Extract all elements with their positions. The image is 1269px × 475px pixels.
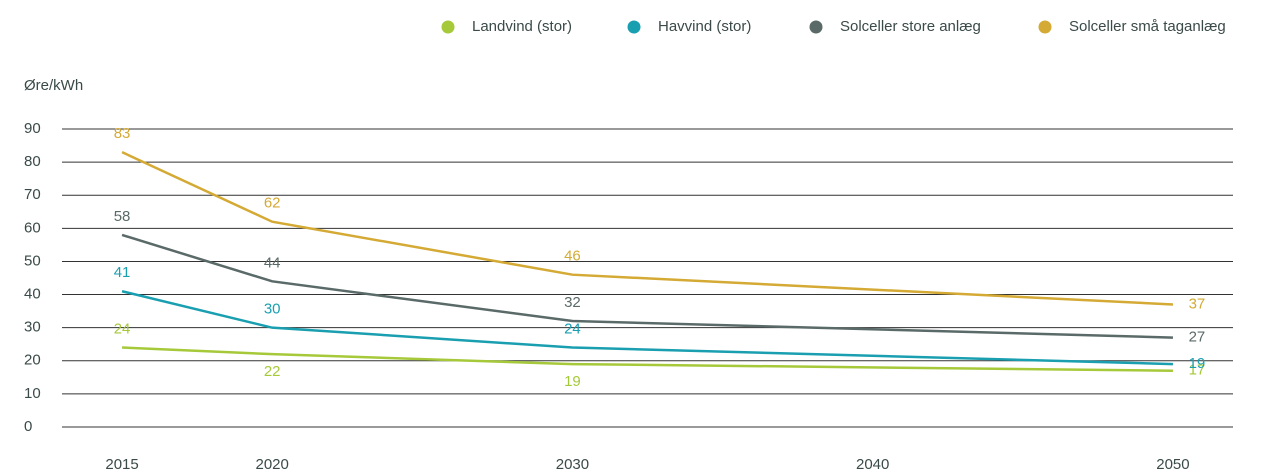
data-label: 83	[114, 125, 131, 142]
y-tick-label: 90	[24, 120, 41, 137]
legend-swatch	[441, 20, 455, 34]
data-label: 30	[264, 301, 281, 318]
data-label: 41	[114, 264, 131, 281]
legend-swatch	[809, 20, 823, 34]
data-label: 17	[1189, 362, 1206, 379]
data-label: 37	[1189, 295, 1206, 312]
series-line	[121, 346, 1173, 372]
legend-label: Landvind (stor)	[472, 18, 572, 35]
y-tick-label: 50	[24, 252, 41, 269]
data-label: 24	[564, 321, 581, 338]
data-label: 32	[564, 294, 581, 311]
x-tick-label: 2015	[105, 456, 138, 473]
y-tick-label: 30	[24, 319, 41, 336]
data-label: 27	[1189, 329, 1206, 346]
y-tick-label: 10	[24, 385, 41, 402]
legend-label: Solceller små taganlæg	[1069, 18, 1226, 35]
data-label: 62	[264, 195, 281, 212]
data-label: 22	[264, 363, 281, 380]
x-tick-label: 2040	[856, 456, 889, 473]
legend-swatch	[627, 20, 641, 34]
series-line	[121, 151, 1174, 306]
series-line	[121, 290, 1173, 366]
series-line	[121, 233, 1173, 339]
legend-label: Solceller store anlæg	[840, 18, 981, 35]
x-tick-label: 2020	[255, 456, 288, 473]
legend-swatch	[1038, 20, 1052, 34]
y-tick-label: 70	[24, 186, 41, 203]
y-axis-label: Øre/kWh	[24, 77, 83, 94]
y-tick-label: 20	[24, 352, 41, 369]
data-label: 58	[114, 208, 131, 225]
y-tick-label: 60	[24, 219, 41, 236]
y-tick-label: 40	[24, 286, 41, 303]
data-label: 24	[114, 321, 131, 338]
legend-label: Havvind (stor)	[658, 18, 751, 35]
data-label: 19	[564, 373, 581, 390]
y-tick-label: 0	[24, 418, 32, 435]
x-tick-label: 2050	[1156, 456, 1189, 473]
x-tick-label: 2030	[556, 456, 589, 473]
data-label: 19	[1189, 355, 1206, 372]
data-label: 46	[564, 248, 581, 265]
y-tick-label: 80	[24, 153, 41, 170]
data-label: 44	[264, 254, 281, 271]
